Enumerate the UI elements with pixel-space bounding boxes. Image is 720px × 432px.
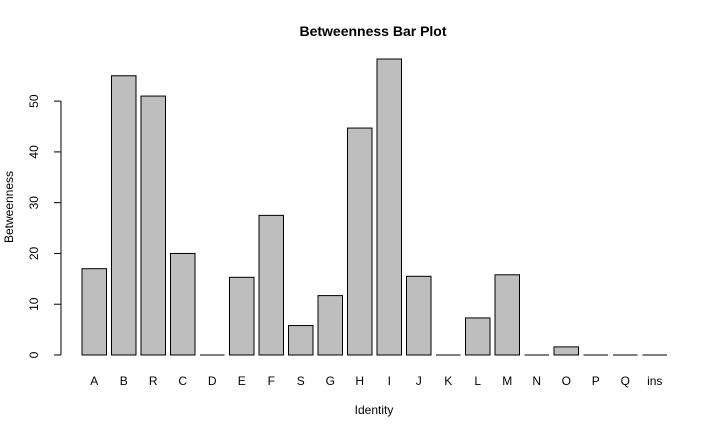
x-tick-label: C [178,374,187,388]
x-tick-label: M [502,374,512,388]
x-tick-label: S [297,374,305,388]
x-tick-label: B [120,374,128,388]
y-tick-label: 30 [27,196,41,210]
bar-G [317,295,343,356]
bar-I [376,58,402,356]
bar-J [406,275,432,356]
bar-R [140,95,166,356]
bar-L [465,317,491,356]
bar-B [111,75,137,356]
bars-group [81,58,667,356]
x-tick-label: N [532,374,541,388]
bar-S [288,325,314,356]
x-tick-label: P [592,374,600,388]
x-tick-label: F [268,374,275,388]
bar-O [553,346,579,356]
x-tick-label: O [562,374,571,388]
y-axis: 0 10 20 30 40 50 [27,94,62,358]
x-tick-label: A [90,374,98,388]
bar-F [258,214,284,356]
x-tick-label: R [149,374,158,388]
y-tick-label: 0 [27,351,41,358]
bar-M [494,274,520,356]
x-tick-label: L [474,374,481,388]
y-tick-label: 50 [27,94,41,108]
bar-A [81,268,107,356]
x-tick-label: ins [647,374,662,388]
x-tick-label: Q [621,374,630,388]
x-tick-label: I [388,374,391,388]
x-tick-label: E [238,374,246,388]
x-tick-label: J [416,374,422,388]
y-axis-label: Betweenness [2,171,16,243]
y-tick-label: 40 [27,145,41,159]
y-tick-label: 20 [27,246,41,260]
x-tick-label: H [355,374,364,388]
bar-H [347,127,373,356]
chart-title: Betweenness Bar Plot [299,23,446,39]
bar-C [170,252,196,356]
y-tick-label: 10 [27,297,41,311]
x-tick-label: K [444,374,452,388]
x-tick-label: G [326,374,335,388]
x-axis-label: Identity [355,403,394,417]
bar-E [229,276,255,356]
x-tick-label: D [208,374,217,388]
